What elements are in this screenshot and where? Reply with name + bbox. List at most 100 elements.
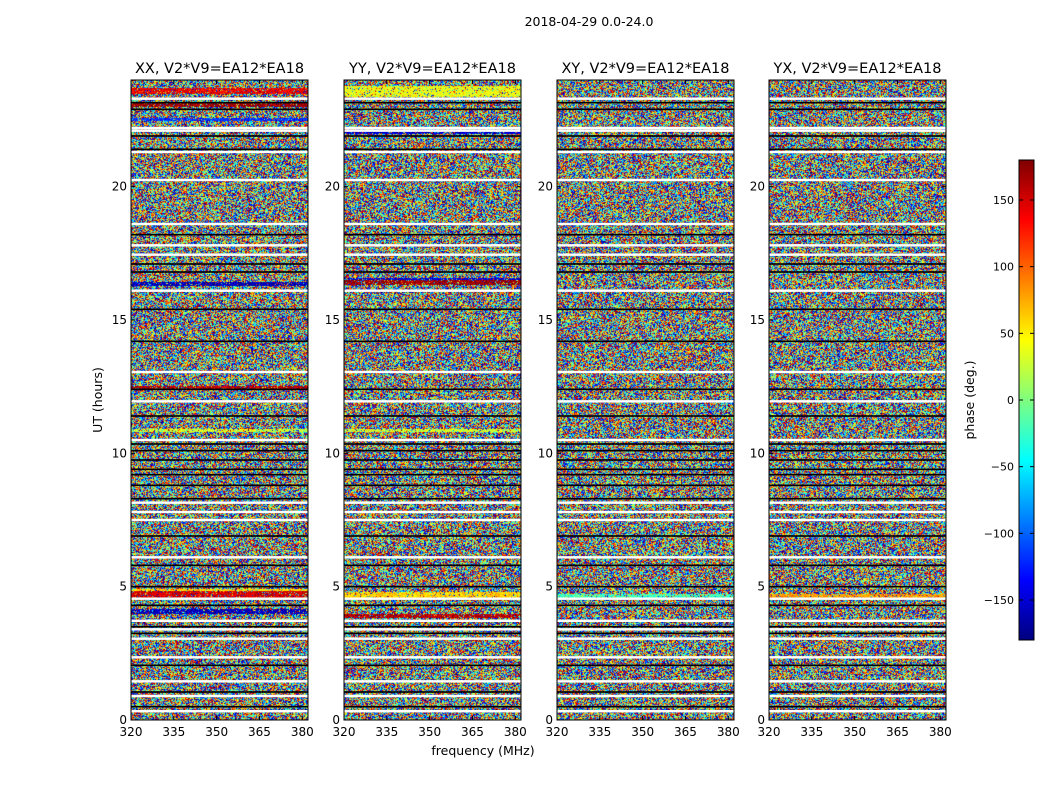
- gap-row: [769, 468, 946, 471]
- flagged-row: [131, 150, 308, 154]
- gap-row: [344, 691, 521, 693]
- gap-row: [131, 484, 308, 487]
- colorbar-tick-label: 150: [993, 194, 1014, 207]
- flagged-row: [557, 501, 734, 504]
- gap-row: [769, 263, 946, 265]
- flagged-row: [344, 244, 521, 247]
- flagged-row: [557, 97, 734, 100]
- flagged-row: [557, 694, 734, 698]
- flagged-row: [131, 438, 308, 442]
- flagged-row: [131, 628, 308, 631]
- gap-row: [344, 263, 521, 265]
- flagged-row: [131, 129, 308, 132]
- y-tick-label: 10: [538, 446, 553, 460]
- flagged-row: [344, 289, 521, 292]
- flagged-row: [769, 438, 946, 442]
- flagged-row: [557, 710, 734, 713]
- gap-row: [131, 705, 308, 708]
- flagged-row: [557, 510, 734, 514]
- gap-row: [344, 449, 521, 452]
- gap-row: [344, 632, 521, 635]
- panel-title: YX, V2*V9=EA12*EA18: [772, 61, 941, 77]
- x-tick-label: 350: [205, 725, 228, 739]
- gap-row: [557, 604, 734, 607]
- panel-title: XX, V2*V9=EA12*EA18: [135, 61, 304, 77]
- colorbar-tick-label: 0: [1007, 394, 1014, 407]
- flagged-row: [344, 628, 521, 631]
- gap-row: [344, 308, 521, 311]
- y-tick-label: 0: [119, 713, 127, 727]
- flagged-row: [344, 518, 521, 522]
- gap-row: [769, 271, 946, 273]
- y-axis-label: UT (hours): [90, 367, 105, 433]
- gap-row: [344, 585, 521, 588]
- flagged-row: [769, 126, 946, 130]
- x-tick-label: 320: [546, 725, 569, 739]
- gap-row: [769, 497, 946, 500]
- flagged-row: [344, 129, 521, 132]
- flagged-row: [131, 501, 308, 504]
- flagged-row: [344, 556, 521, 559]
- flagged-row: [557, 178, 734, 182]
- colorbar-label: phase (deg.): [962, 361, 977, 440]
- flagged-row: [557, 150, 734, 154]
- gap-row: [769, 449, 946, 452]
- gap-row: [131, 473, 308, 476]
- axes-frame: [130, 79, 309, 721]
- gap-row: [344, 484, 521, 487]
- x-tick-label: 365: [461, 725, 484, 739]
- y-tick-label: 20: [112, 180, 127, 194]
- flagged-row: [769, 253, 946, 256]
- flagged-row: [344, 150, 521, 154]
- gap-row: [131, 604, 308, 607]
- flagged-row: [769, 597, 946, 600]
- gap-row: [557, 473, 734, 476]
- flagged-row: [769, 129, 946, 132]
- gap-row: [344, 108, 521, 111]
- colorbar-tick-label: −100: [984, 527, 1014, 540]
- gap-row: [769, 535, 946, 537]
- gap-row: [131, 468, 308, 471]
- heatmap-raster: [769, 80, 946, 720]
- gap-row: [344, 388, 521, 391]
- gap-row: [344, 148, 521, 151]
- gap-row: [557, 101, 734, 104]
- x-tick-label: 320: [333, 725, 356, 739]
- gap-row: [557, 271, 734, 273]
- flagged-row: [131, 680, 308, 683]
- flagged-row: [769, 244, 946, 247]
- gap-row: [557, 535, 734, 537]
- x-tick-label: 335: [588, 725, 611, 739]
- flagged-row: [344, 501, 521, 504]
- flagged-row: [344, 253, 521, 256]
- gap-row: [131, 585, 308, 588]
- x-tick-label: 380: [291, 725, 314, 739]
- gap-row: [344, 459, 521, 461]
- gap-row: [769, 443, 946, 445]
- y-tick-label: 0: [545, 713, 553, 727]
- flagged-row: [344, 126, 521, 130]
- flagged-row: [557, 126, 734, 130]
- flagged-row: [131, 619, 308, 622]
- gap-row: [344, 705, 521, 708]
- gap-row: [131, 691, 308, 693]
- flagged-row: [131, 126, 308, 130]
- flagged-row: [557, 253, 734, 256]
- y-tick-label: 5: [119, 580, 127, 594]
- flagged-row: [769, 370, 946, 374]
- gap-row: [131, 101, 308, 104]
- flagged-row: [557, 129, 734, 132]
- flagged-row: [769, 400, 946, 403]
- gap-row: [131, 625, 308, 628]
- flagged-row: [769, 694, 946, 698]
- gap-row: [769, 308, 946, 311]
- gap-row: [769, 459, 946, 461]
- heatmap-raster: [344, 80, 521, 720]
- flagged-row: [344, 680, 521, 683]
- gap-row: [131, 271, 308, 273]
- gap-row: [344, 604, 521, 607]
- flagged-row: [344, 656, 521, 659]
- gap-row: [769, 625, 946, 628]
- flagged-row: [557, 619, 734, 622]
